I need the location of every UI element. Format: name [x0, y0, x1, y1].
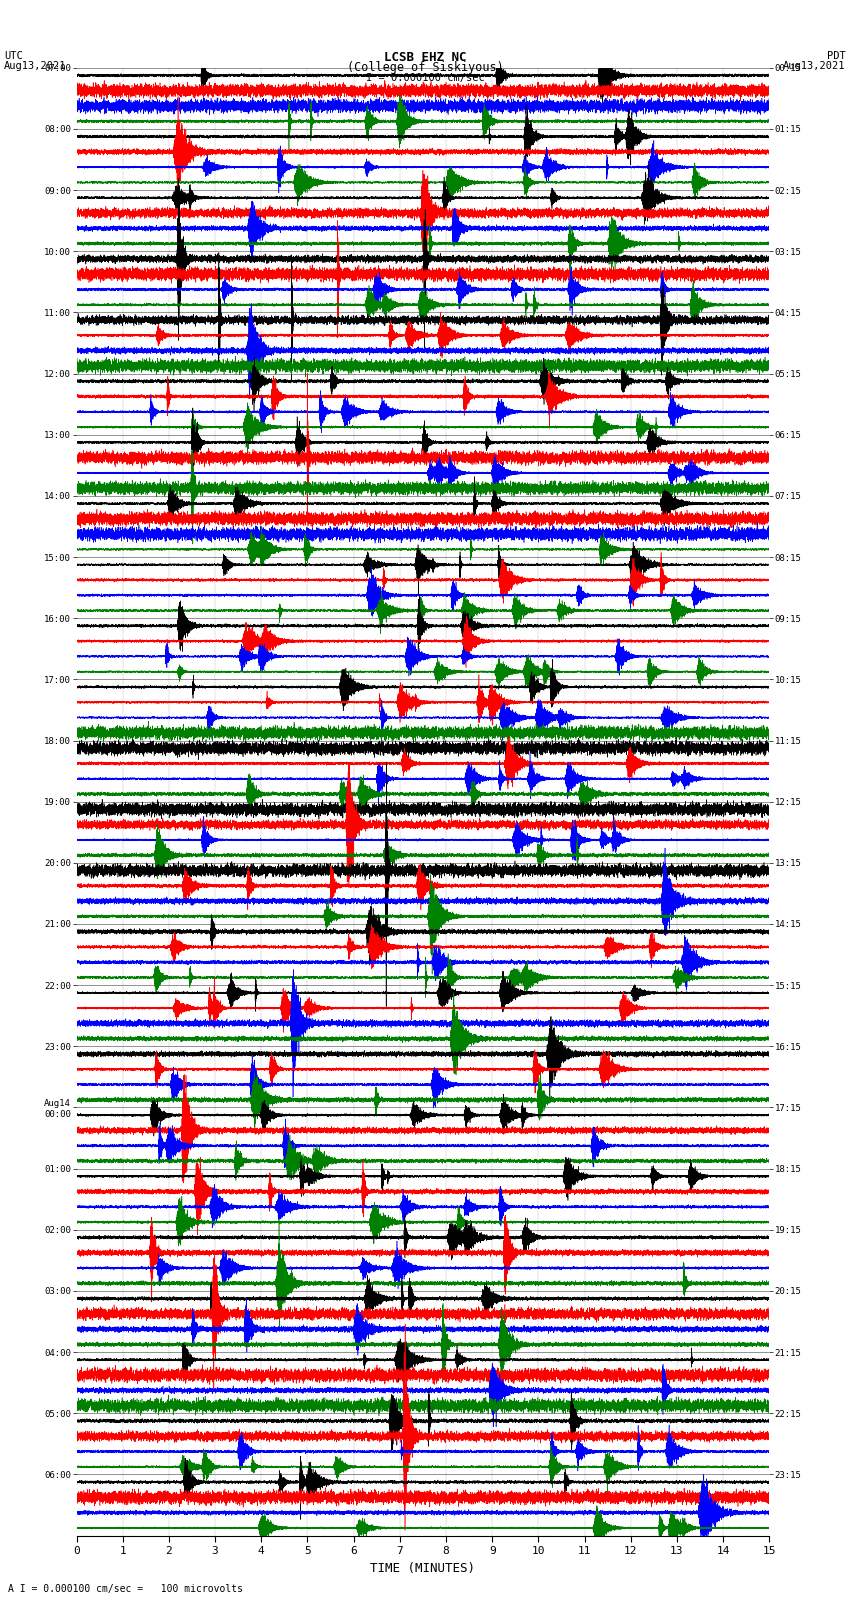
Text: LCSB EHZ NC: LCSB EHZ NC: [383, 50, 467, 65]
Text: Aug13,2021: Aug13,2021: [783, 61, 846, 71]
X-axis label: TIME (MINUTES): TIME (MINUTES): [371, 1561, 475, 1574]
Text: A I = 0.000100 cm/sec =   100 microvolts: A I = 0.000100 cm/sec = 100 microvolts: [8, 1584, 243, 1594]
Text: I = 0.000100 cm/sec: I = 0.000100 cm/sec: [366, 73, 484, 82]
Text: (College of Siskiyous): (College of Siskiyous): [347, 61, 503, 74]
Text: UTC: UTC: [4, 50, 23, 61]
Text: PDT: PDT: [827, 50, 846, 61]
Text: Aug13,2021: Aug13,2021: [4, 61, 67, 71]
